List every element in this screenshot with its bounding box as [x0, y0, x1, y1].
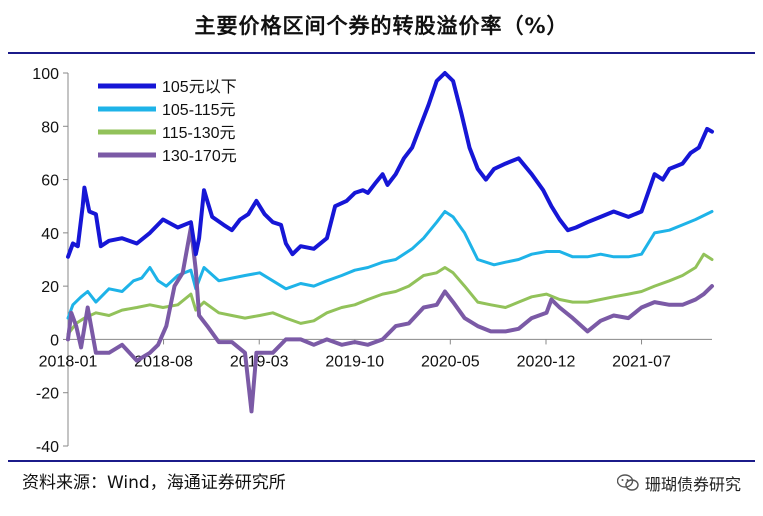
x-tick-label: 2018-01: [39, 353, 98, 370]
legend-label: 115-130元: [162, 125, 236, 142]
y-tick-label: 20: [41, 279, 59, 296]
series-group: [66, 71, 714, 414]
y-tick-label: -40: [36, 439, 59, 456]
y-tick-label: 100: [32, 66, 59, 83]
series-line: [66, 210, 714, 320]
x-tick-label: 2021-07: [612, 353, 671, 370]
x-tick-label: 2020-05: [421, 353, 480, 370]
axes: 100 80 60 40 20 0 -20 -40 2018-01 2018-08 2019-03 2…: [32, 66, 712, 456]
y-tick-label: 60: [41, 173, 59, 190]
watermark: 珊瑚债券研究: [616, 471, 741, 495]
legend-label: 105元以下: [162, 79, 237, 96]
x-tick-label: 2020-12: [517, 353, 576, 370]
series-line: [66, 225, 714, 414]
y-tick-label: 40: [41, 226, 59, 243]
x-tick-label: 2018-08: [134, 353, 193, 370]
x-tick-label: 2019-10: [325, 353, 384, 370]
series-line: [66, 71, 714, 259]
legend-label: 105-115元: [162, 102, 236, 119]
series-line: [66, 252, 714, 336]
y-tick-label: 80: [41, 119, 59, 136]
footer-divider: [8, 460, 755, 462]
legend: 105元以下 105-115元 115-130元 130-170元: [98, 79, 237, 165]
source-note: 资料来源：Wind，海通证券研究所: [22, 473, 286, 493]
title-divider: [8, 52, 755, 54]
legend-label: 130-170元: [162, 148, 237, 165]
watermark-text: 珊瑚债券研究: [644, 475, 741, 494]
x-tick-label: 2019-03: [230, 353, 289, 370]
wechat-icon: [616, 474, 639, 491]
y-tick-label: 0: [50, 332, 59, 349]
page-title: 主要价格区间个券的转股溢价率（%）: [194, 14, 569, 38]
chart-area: 100 80 60 40 20 0 -20 -40 2018-01 2018-08 2019-03 2…: [32, 66, 714, 456]
y-tick-label: -20: [36, 386, 59, 403]
